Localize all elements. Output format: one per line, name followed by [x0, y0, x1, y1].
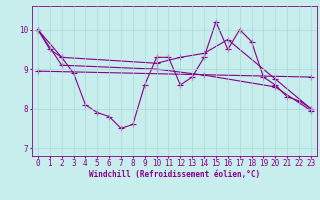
X-axis label: Windchill (Refroidissement éolien,°C): Windchill (Refroidissement éolien,°C): [89, 170, 260, 179]
